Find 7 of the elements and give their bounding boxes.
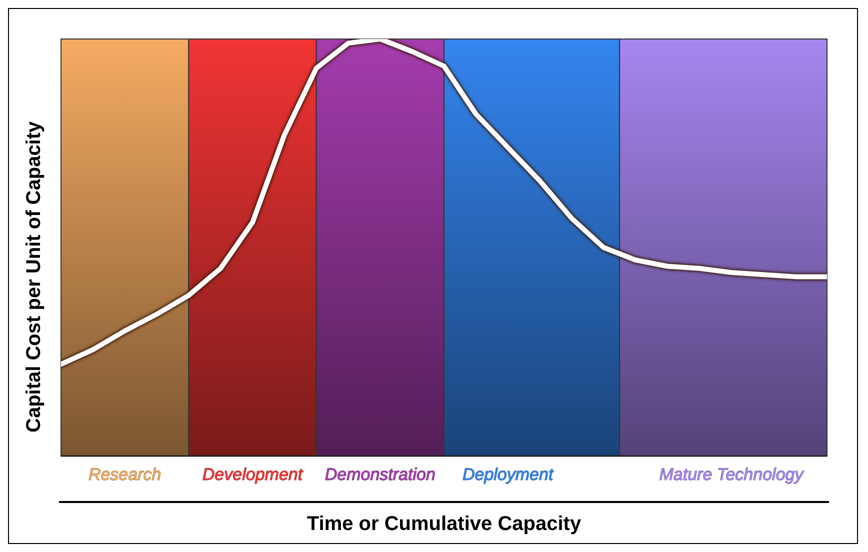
x-axis-title: Time or Cumulative Capacity xyxy=(306,513,582,535)
y-axis-title: Capital Cost per Unit of Capacity xyxy=(23,120,46,432)
x-tick-label: Mature Technology xyxy=(659,465,805,484)
x-tick-label: Demonstration xyxy=(324,465,436,484)
x-tick-label: Deployment xyxy=(462,465,554,484)
x-tick-label: Development xyxy=(202,465,304,484)
x-tick-label: Research xyxy=(88,465,162,484)
